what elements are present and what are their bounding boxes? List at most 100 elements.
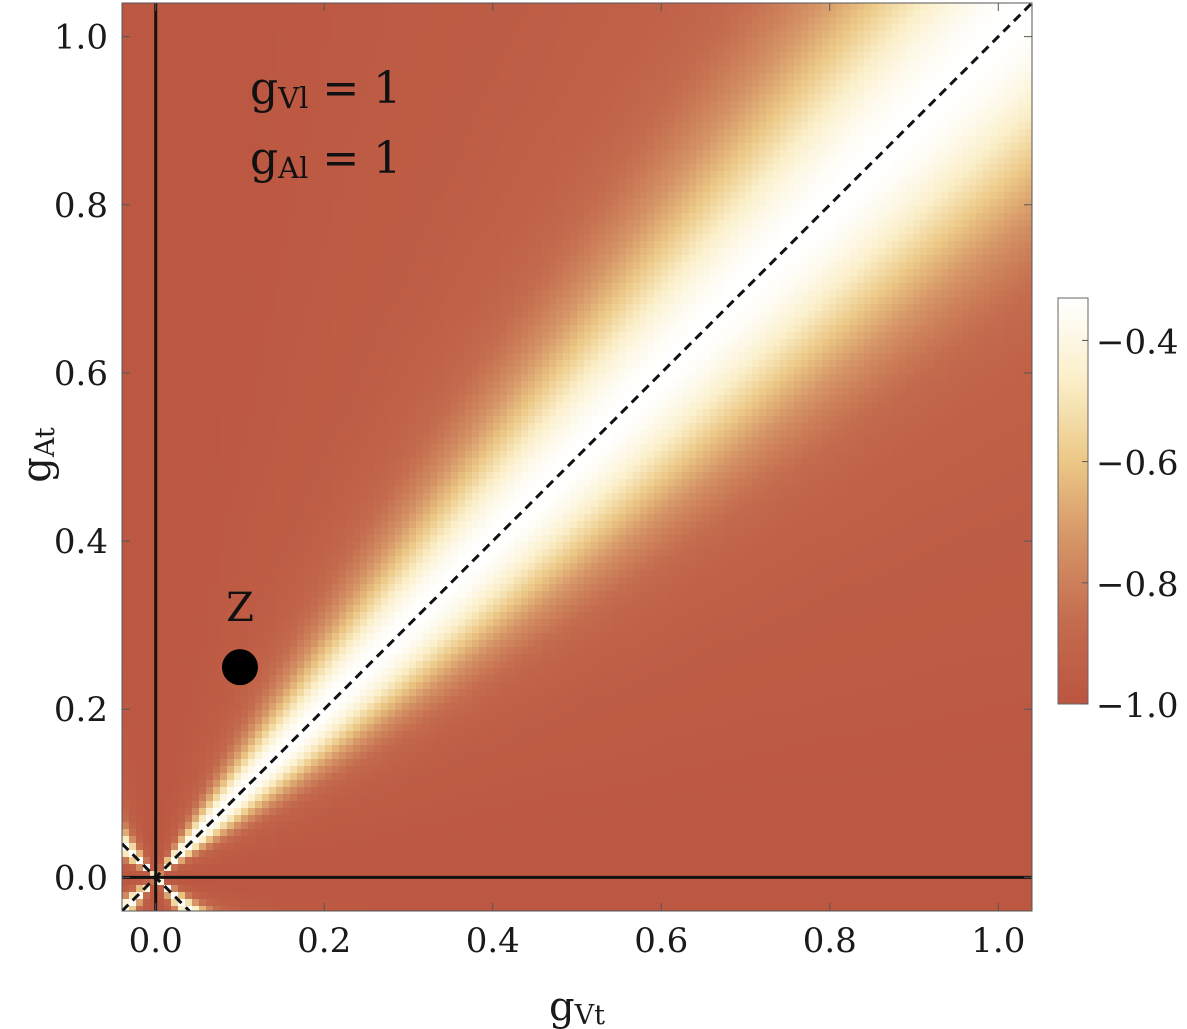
heat-cell bbox=[199, 815, 207, 823]
heat-cell bbox=[346, 150, 354, 158]
heat-cell bbox=[178, 549, 186, 557]
heat-cell bbox=[241, 262, 249, 270]
heat-cell bbox=[353, 31, 361, 39]
heat-cell bbox=[171, 759, 179, 767]
heat-cell bbox=[241, 192, 249, 200]
heat-cell bbox=[241, 409, 249, 417]
heat-cell bbox=[171, 311, 179, 319]
heat-cell bbox=[227, 185, 235, 193]
heat-cell bbox=[227, 563, 235, 571]
heat-cell bbox=[318, 451, 326, 459]
heat-cell bbox=[185, 423, 193, 431]
heat-cell bbox=[311, 465, 319, 473]
heat-cell bbox=[157, 108, 165, 116]
heat-cell bbox=[136, 402, 144, 410]
heat-cell bbox=[346, 318, 354, 326]
heat-cell bbox=[213, 808, 221, 816]
heat-cell bbox=[178, 892, 186, 900]
heat-cell bbox=[122, 108, 130, 116]
heat-cell bbox=[150, 416, 158, 424]
heat-cell bbox=[213, 122, 221, 130]
heat-cell bbox=[360, 696, 368, 704]
heat-cell bbox=[353, 731, 361, 739]
heat-cell bbox=[206, 696, 214, 704]
heat-cell bbox=[318, 647, 326, 655]
heat-cell bbox=[171, 339, 179, 347]
heat-cell bbox=[122, 850, 130, 858]
heat-cell bbox=[325, 759, 333, 767]
heat-cell bbox=[157, 136, 165, 144]
heat-cell bbox=[136, 66, 144, 74]
heat-cell bbox=[346, 528, 354, 536]
heat-cell bbox=[360, 185, 368, 193]
heat-cell bbox=[157, 290, 165, 298]
heat-cell bbox=[325, 339, 333, 347]
heat-cell bbox=[150, 66, 158, 74]
heat-cell bbox=[325, 192, 333, 200]
heat-cell bbox=[339, 108, 347, 116]
heat-cell bbox=[234, 3, 242, 11]
heat-cell bbox=[353, 437, 361, 445]
heat-cell bbox=[325, 262, 333, 270]
heat-cell bbox=[290, 521, 298, 529]
heat-cell bbox=[248, 164, 256, 172]
heat-cell bbox=[241, 689, 249, 697]
heat-cell bbox=[332, 689, 340, 697]
heat-cell bbox=[325, 766, 333, 774]
heat-cell bbox=[213, 738, 221, 746]
heat-cell bbox=[332, 451, 340, 459]
heat-cell bbox=[255, 122, 263, 130]
heat-cell bbox=[248, 514, 256, 522]
heat-cell bbox=[122, 136, 130, 144]
heat-cell bbox=[206, 654, 214, 662]
heat-cell bbox=[353, 486, 361, 494]
heat-cell bbox=[255, 773, 263, 781]
heat-cell bbox=[318, 325, 326, 333]
heat-cell bbox=[283, 458, 291, 466]
heat-cell bbox=[353, 381, 361, 389]
heat-cell bbox=[262, 850, 270, 858]
heat-cell bbox=[157, 171, 165, 179]
heat-cell bbox=[388, 206, 396, 214]
heat-cell bbox=[297, 304, 305, 312]
heat-cell bbox=[192, 864, 200, 872]
heat-cell bbox=[129, 73, 137, 81]
heat-cell bbox=[178, 339, 186, 347]
heat-cell bbox=[241, 808, 249, 816]
heat-cell bbox=[381, 591, 389, 599]
heat-cell bbox=[318, 556, 326, 564]
heat-cell bbox=[185, 640, 193, 648]
heat-cell bbox=[290, 493, 298, 501]
heat-cell bbox=[388, 220, 396, 228]
heat-cell bbox=[192, 283, 200, 291]
heat-cell bbox=[353, 549, 361, 557]
heat-cell bbox=[248, 115, 256, 123]
heat-cell bbox=[234, 451, 242, 459]
heat-cell bbox=[276, 682, 284, 690]
heat-cell bbox=[164, 640, 172, 648]
heat-cell bbox=[213, 766, 221, 774]
heat-cell bbox=[122, 402, 130, 410]
heat-cell bbox=[129, 171, 137, 179]
heat-cell bbox=[367, 409, 375, 417]
heat-cell bbox=[339, 241, 347, 249]
heat-cell bbox=[381, 59, 389, 67]
heat-cell bbox=[269, 31, 277, 39]
heat-cell bbox=[213, 437, 221, 445]
heat-cell bbox=[150, 395, 158, 403]
heat-cell bbox=[220, 591, 228, 599]
heat-cell bbox=[178, 17, 186, 25]
heat-cell bbox=[192, 479, 200, 487]
heat-cell bbox=[388, 122, 396, 130]
heat-cell bbox=[325, 122, 333, 130]
heat-cell bbox=[325, 787, 333, 795]
heat-cell bbox=[185, 605, 193, 613]
heat-cell bbox=[171, 94, 179, 102]
heat-cell bbox=[367, 318, 375, 326]
heat-cell bbox=[199, 185, 207, 193]
heat-cell bbox=[381, 479, 389, 487]
heat-cell bbox=[122, 717, 130, 725]
heat-cell bbox=[164, 402, 172, 410]
heat-cell bbox=[248, 24, 256, 32]
heat-cell bbox=[164, 661, 172, 669]
